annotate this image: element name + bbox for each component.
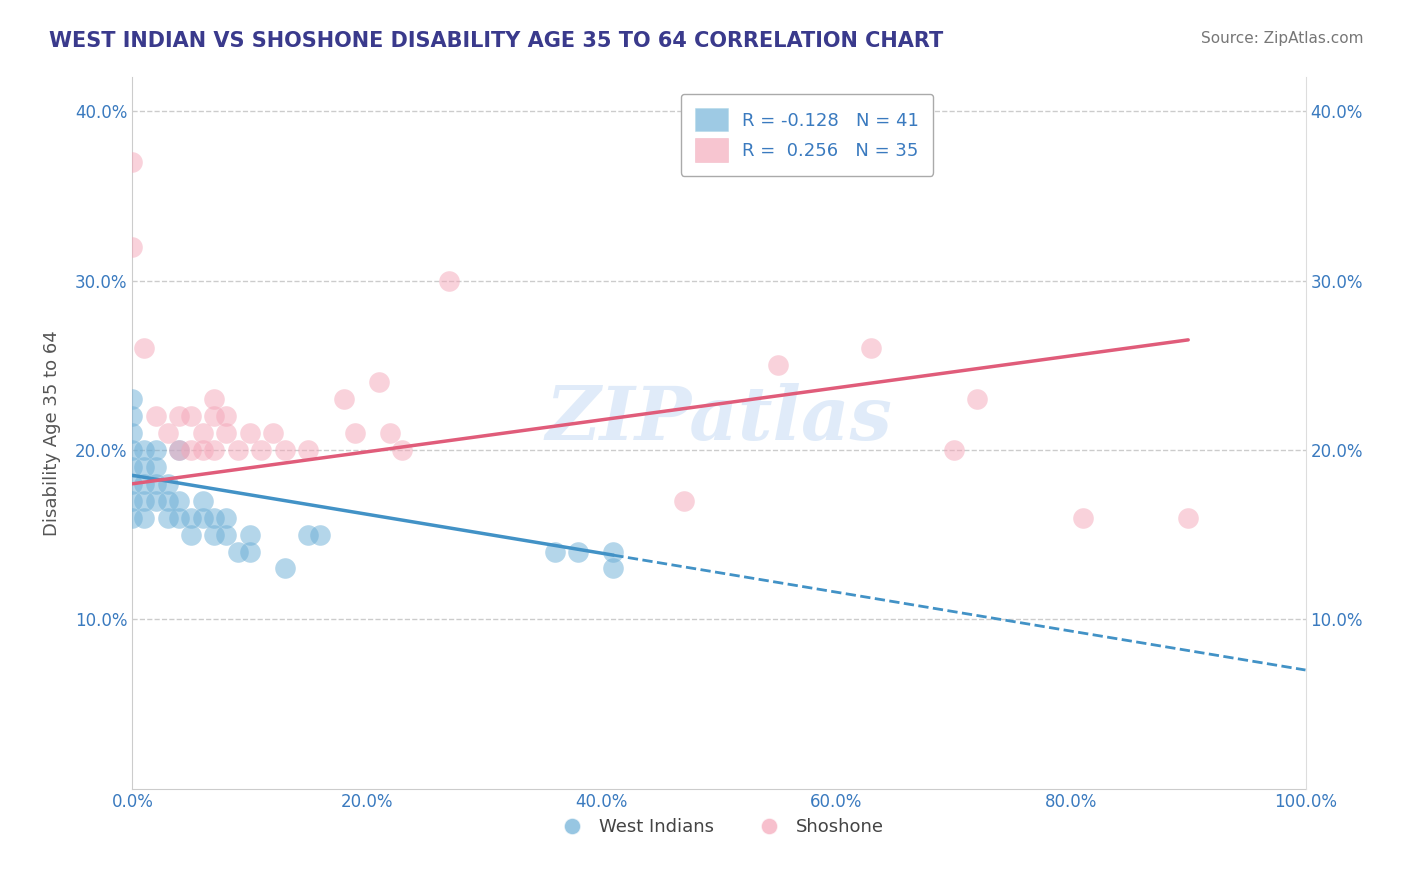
Point [132, 342, 155, 356]
Point [121, 493, 143, 508]
Point [169, 409, 191, 423]
Point [226, 544, 249, 558]
Point [942, 442, 965, 457]
Point [145, 459, 167, 474]
Point [860, 342, 883, 356]
Point [145, 442, 167, 457]
Point [191, 442, 214, 457]
Point [1177, 510, 1199, 524]
Point [602, 544, 624, 558]
Point [156, 476, 179, 491]
Point [274, 561, 297, 575]
Point [204, 409, 226, 423]
Point [121, 510, 143, 524]
Text: WEST INDIAN VS SHOSHONE DISABILITY AGE 35 TO 64 CORRELATION CHART: WEST INDIAN VS SHOSHONE DISABILITY AGE 3… [49, 31, 943, 51]
Point [204, 442, 226, 457]
Point [156, 425, 179, 440]
Text: ZIPatlas: ZIPatlas [546, 383, 893, 455]
Point [204, 510, 226, 524]
Point [262, 425, 284, 440]
Point [169, 442, 191, 457]
Point [191, 493, 214, 508]
Point [169, 442, 191, 457]
Point [239, 425, 262, 440]
Point [309, 527, 332, 541]
Point [297, 442, 319, 457]
Point [332, 392, 354, 406]
Point [215, 425, 238, 440]
Point [191, 425, 214, 440]
Point [1071, 510, 1094, 524]
Point [602, 561, 624, 575]
Point [672, 493, 695, 508]
Point [250, 442, 273, 457]
Point [766, 358, 789, 372]
Point [191, 510, 214, 524]
Point [391, 442, 413, 457]
Point [156, 493, 179, 508]
Point [215, 409, 238, 423]
Point [215, 527, 238, 541]
Point [344, 425, 367, 440]
Point [132, 476, 155, 491]
Point [169, 493, 191, 508]
Point [239, 527, 262, 541]
Point [215, 510, 238, 524]
Point [145, 493, 167, 508]
Point [180, 510, 202, 524]
Point [121, 425, 143, 440]
Legend: West Indians, Shoshone: West Indians, Shoshone [547, 811, 891, 844]
Point [121, 155, 143, 169]
Point [437, 274, 460, 288]
Point [121, 442, 143, 457]
Point [204, 527, 226, 541]
Point [274, 442, 297, 457]
Point [226, 442, 249, 457]
Point [204, 392, 226, 406]
Point [180, 442, 202, 457]
Point [121, 459, 143, 474]
Point [297, 527, 319, 541]
Point [132, 442, 155, 457]
Point [380, 425, 402, 440]
Point [239, 544, 262, 558]
Point [121, 392, 143, 406]
Point [169, 510, 191, 524]
Point [132, 493, 155, 508]
Point [180, 409, 202, 423]
Point [121, 240, 143, 254]
Point [367, 375, 389, 389]
Point [145, 409, 167, 423]
Point [156, 510, 179, 524]
Point [145, 476, 167, 491]
Point [180, 527, 202, 541]
Text: Source: ZipAtlas.com: Source: ZipAtlas.com [1201, 31, 1364, 46]
Point [121, 409, 143, 423]
Point [966, 392, 988, 406]
Point [121, 476, 143, 491]
Y-axis label: Disability Age 35 to 64: Disability Age 35 to 64 [44, 330, 60, 536]
Point [132, 459, 155, 474]
Point [567, 544, 589, 558]
Point [132, 510, 155, 524]
Point [544, 544, 567, 558]
